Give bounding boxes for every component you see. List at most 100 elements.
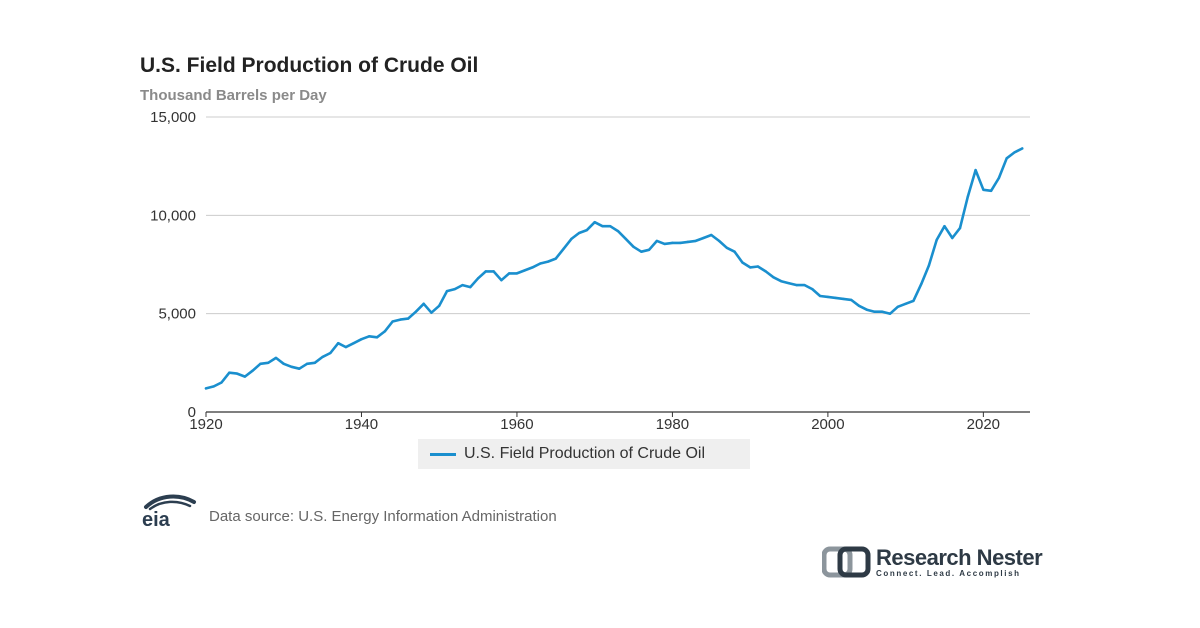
x-axis-labels: 1920 1940 1960 1980 2000 2020: [189, 416, 1000, 433]
data-point: [461, 283, 464, 287]
data-point: [811, 287, 814, 291]
eia-logo-text: eia: [142, 509, 171, 530]
data-point: [663, 242, 666, 246]
data-point: [1013, 151, 1016, 154]
data-point: [251, 369, 254, 372]
data-point: [857, 304, 861, 307]
chart-title: U.S. Field Production of Crude Oil: [140, 54, 479, 77]
y-axis: 0 5,000 10,000 15,000: [150, 109, 196, 421]
data-point: [422, 302, 425, 306]
data-point: [601, 224, 604, 228]
research-nester-tagline: Connect. Lead. Accomplish: [876, 569, 1021, 578]
data-point: [399, 318, 402, 321]
series-line-0: [204, 147, 1024, 390]
legend-label: U.S. Field Production of Crude Oil: [464, 445, 705, 462]
data-point: [445, 289, 449, 293]
data-point: [640, 250, 643, 253]
data-point: [842, 297, 845, 301]
gridlines: [206, 116, 1030, 315]
data-point: [733, 250, 736, 253]
data-point: [834, 296, 837, 300]
data-point: [243, 375, 247, 378]
series-group: [204, 147, 1024, 390]
research-nester-logo-icon: [822, 546, 871, 578]
data-point: [585, 228, 589, 232]
data-point: [305, 362, 309, 366]
data-point: [554, 257, 558, 260]
data-point: [375, 336, 379, 339]
data-point: [344, 345, 348, 349]
legend: U.S. Field Production of Crude Oil: [418, 439, 750, 469]
data-point: [484, 270, 488, 273]
data-point: [274, 356, 278, 360]
data-point: [298, 367, 301, 370]
data-point: [756, 265, 760, 268]
data-point: [919, 282, 923, 286]
data-point: [515, 272, 519, 275]
data-point: [438, 304, 441, 307]
data-point: [678, 241, 682, 245]
data-point: [414, 310, 418, 313]
data-point: [717, 239, 721, 243]
data-point: [997, 176, 1001, 180]
data-point: [406, 317, 410, 320]
data-point: [577, 231, 581, 235]
data-point: [523, 269, 526, 272]
data-point: [787, 281, 791, 285]
data-point: [935, 238, 938, 242]
data-point: [476, 277, 480, 280]
data-point: [647, 248, 651, 251]
data-point: [655, 239, 659, 243]
legend-swatch: [430, 452, 456, 456]
data-point: [220, 381, 223, 384]
data-point: [989, 189, 993, 192]
data-point: [235, 372, 239, 375]
data-point: [927, 264, 931, 267]
data-point: [500, 279, 503, 282]
data-point: [686, 240, 690, 244]
data-point: [826, 295, 830, 299]
data-point: [539, 262, 542, 265]
data-point: [966, 195, 970, 198]
data-point: [881, 310, 884, 313]
chart-subtitle: Thousand Barrels per Day: [140, 87, 327, 104]
data-point: [329, 351, 332, 355]
data-point: [951, 236, 954, 240]
data-point: [943, 224, 946, 228]
data-point: [904, 302, 907, 306]
data-point: [453, 287, 456, 291]
x-tick-label: 1920: [189, 416, 222, 433]
data-point: [780, 280, 783, 283]
data-point: [632, 245, 635, 248]
x-tick-label: 2020: [967, 416, 1000, 433]
y-tick-label: 10,000: [150, 207, 196, 224]
data-point: [492, 270, 495, 273]
data-point: [531, 266, 534, 269]
data-point: [725, 246, 729, 249]
data-point: [546, 260, 550, 263]
data-point: [772, 276, 775, 279]
x-tick-label: 2000: [811, 416, 844, 433]
data-point: [616, 229, 620, 233]
data-point: [430, 311, 433, 314]
data-point: [391, 320, 394, 323]
data-point: [873, 310, 876, 313]
data-point: [609, 224, 612, 228]
data-point: [741, 261, 744, 264]
data-point: [671, 241, 674, 245]
data-point: [360, 338, 363, 341]
data-point: [266, 361, 270, 365]
data-point: [818, 294, 822, 298]
y-tick-label: 15,000: [150, 109, 196, 126]
data-point: [562, 247, 565, 250]
y-tick-label: 0: [188, 404, 196, 421]
data-point: [368, 335, 371, 338]
x-tick-label: 1980: [656, 416, 689, 433]
data-point: [321, 355, 324, 359]
data-point: [624, 237, 627, 241]
data-point: [336, 341, 340, 345]
data-point: [803, 283, 806, 287]
data-point: [694, 239, 697, 243]
data-point: [850, 298, 853, 302]
